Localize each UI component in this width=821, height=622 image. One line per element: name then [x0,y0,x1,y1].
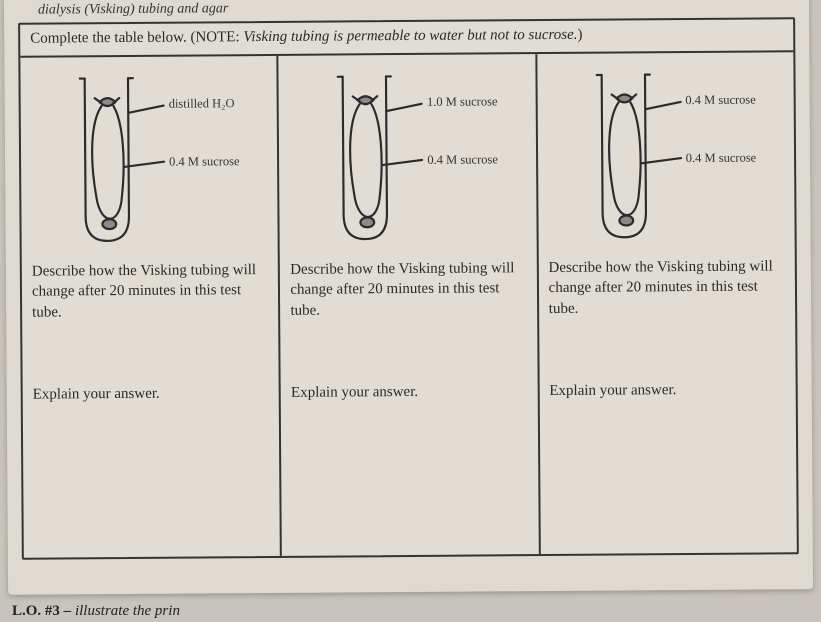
outer-label-2: 1.0 M sucrose [427,94,498,109]
explain-3: Explain your answer. [549,381,785,400]
instruction-lead: Complete the table below. (NOTE: [30,29,243,46]
pretitle: dialysis (Visking) tubing and agar [38,0,795,19]
prompt-1: Describe how the Visking tubing will cha… [32,260,269,357]
column-2: 1.0 M sucrose 0.4 M sucrose Describe how… [279,54,541,556]
tube-diagram-1: distilled H₂O 0.4 M sucrose [30,66,268,258]
prompt-3: Describe how the Visking tubing will cha… [548,256,785,353]
tube-diagram-3: 0.4 M sucrose 0.4 M sucrose [547,62,785,254]
column-3: 0.4 M sucrose 0.4 M sucrose Describe how… [537,52,797,554]
instruction-row: Complete the table below. (NOTE: Visking… [20,19,793,57]
tube-diagram-2: 1.0 M sucrose 0.4 M sucrose [289,64,527,256]
table-box: Complete the table below. (NOTE: Visking… [18,17,799,559]
column-1: distilled H₂O 0.4 M sucrose Describe how… [20,56,282,558]
footer-italic: illustrate the prin [75,603,180,619]
instruction-tail: ) [577,27,582,43]
footer-bold: L.O. #3 – [12,603,75,619]
footer-line: L.O. #3 – illustrate the prin [12,603,180,620]
inner-label-3: 0.4 M sucrose [686,151,757,166]
outer-label-3: 0.4 M sucrose [685,93,756,108]
prompt-2: Describe how the Visking tubing will cha… [290,258,527,355]
inner-label-2: 0.4 M sucrose [427,152,498,167]
explain-2: Explain your answer. [291,383,527,402]
instruction-note: Visking tubing is permeable to water but… [243,27,577,45]
outer-label-1: distilled H₂O [169,96,235,111]
columns-wrap: distilled H₂O 0.4 M sucrose Describe how… [20,52,796,557]
worksheet-page: dialysis (Visking) tubing and agar Compl… [4,0,813,595]
inner-label-1: 0.4 M sucrose [169,154,240,169]
explain-1: Explain your answer. [33,385,269,404]
